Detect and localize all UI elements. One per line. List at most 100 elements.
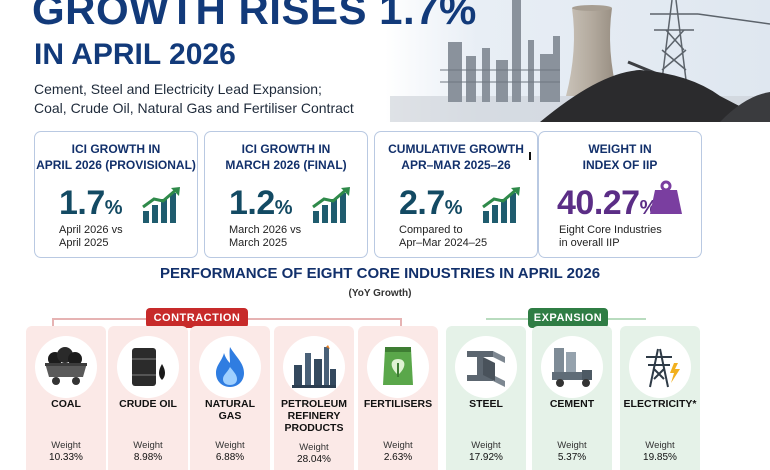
weight-value: 6.88% (215, 452, 245, 463)
card-value-number: 40.27 (557, 184, 640, 222)
card-title-line-1: ICI GROWTH IN (241, 142, 331, 156)
card-value: 40.27% (557, 184, 657, 223)
card-title: CUMULATIVE GROWTH APR–MAR 2025–26 (375, 141, 537, 173)
industry-name: NATURAL GAS (205, 398, 255, 422)
contraction-bracket-left (52, 318, 54, 328)
industry-icon-badge (117, 336, 179, 398)
page-title-date: IN APRIL 2026 (34, 38, 236, 71)
industry-card-coal: COAL Weight 10.33% (26, 326, 106, 470)
industry-card-cement: CEMENT Weight 5.37% (532, 326, 612, 470)
power-tower-icon (646, 348, 680, 388)
contraction-label: CONTRACTION (146, 308, 248, 328)
card-weight-iip: WEIGHT IN INDEX OF IIP 40.27% Eight Core… (538, 131, 702, 258)
card-value: 1.7% (59, 184, 123, 223)
card-value-unit: % (274, 197, 293, 219)
section-subtitle: (YoY Growth) (348, 288, 412, 299)
card-note: Eight Core Industries in overall IIP (559, 224, 662, 250)
cement-truck-icon (552, 348, 592, 387)
card-ici-april: ICI GROWTH IN APRIL 2026 (PROVISIONAL) 1… (34, 131, 198, 258)
oil-barrel-icon (132, 348, 165, 386)
card-title: ICI GROWTH IN MARCH 2026 (FINAL) (205, 141, 367, 173)
card-note-line-2: in overall IIP (559, 237, 620, 249)
industry-icon-badge (629, 336, 691, 398)
industry-name: STEEL (469, 398, 503, 410)
weight-value: 10.33% (49, 452, 83, 463)
growth-chart-icon (312, 187, 350, 223)
fertiliser-bag-icon (383, 347, 413, 385)
card-title-line-1: CUMULATIVE GROWTH (388, 142, 524, 156)
industry-icon-badge (455, 336, 517, 398)
card-value-unit: % (104, 197, 123, 219)
card-note-line-1: March 2026 vs (229, 224, 302, 236)
card-title-line-1: ICI GROWTH IN (71, 142, 161, 156)
weight-value: 19.85% (643, 452, 677, 463)
card-note-line-2: March 2025 (229, 237, 288, 249)
weight-value: 5.37% (557, 452, 587, 463)
subtitle-line-2: Coal, Crude Oil, Natural Gas and Fertili… (34, 100, 354, 116)
weight-value: 2.63% (383, 452, 413, 463)
card-value-number: 2.7 (399, 184, 445, 222)
weight-label: Weight (471, 440, 501, 451)
card-title-line-2: APR–MAR 2025–26 (401, 158, 511, 172)
refinery-icon (292, 345, 336, 388)
card-value-number: 1.2 (229, 184, 275, 222)
industry-name: FERTILISERS (363, 398, 433, 410)
industry-card-electricity: ELECTRICITY* Weight 19.85% (620, 326, 700, 470)
header-banner: GROWTH RISES 1.7% IN APRIL 2026 Cement, … (0, 0, 770, 122)
weight-value: 17.92% (469, 452, 503, 463)
industry-card-petroleum-refinery: PETROLEUM REFINERY PRODUCTS Weight 28.04% (274, 326, 354, 470)
card-value: 2.7% (399, 184, 463, 223)
card-title-line-2: MARCH 2026 (FINAL) (225, 158, 347, 172)
weight-label: Weight (645, 440, 675, 451)
growth-chart-icon (142, 187, 180, 223)
gas-flame-icon (216, 347, 244, 387)
card-note-line-1: Compared to (399, 224, 463, 236)
weight-label: Weight (133, 440, 163, 451)
growth-chart-icon (482, 187, 520, 223)
weight-value: 28.04% (297, 454, 331, 465)
weight-label: Weight (51, 440, 81, 451)
weight-label: Weight (557, 440, 587, 451)
industrial-scene-image (0, 0, 770, 122)
card-note-line-2: April 2025 (59, 237, 109, 249)
industry-icon-badge (367, 336, 429, 398)
expansion-label: EXPANSION (528, 308, 608, 328)
card-note: April 2026 vs April 2025 (59, 224, 123, 250)
card-note: March 2026 vs March 2025 (229, 224, 301, 250)
industry-name: COAL (51, 398, 81, 410)
card-title: ICI GROWTH IN APRIL 2026 (PROVISIONAL) (35, 141, 197, 173)
card-value-number: 1.7 (59, 184, 105, 222)
card-title-line-2: APRIL 2026 (PROVISIONAL) (36, 158, 196, 172)
card-note: Compared to Apr–Mar 2024–25 (399, 224, 487, 250)
contraction-bracket-right (400, 318, 402, 328)
card-note-line-2: Apr–Mar 2024–25 (399, 237, 488, 249)
weight-label: Weight (383, 440, 413, 451)
industry-card-fertilisers: FERTILISERS Weight 2.63% (358, 326, 438, 470)
weight-label: Weight (299, 442, 329, 453)
industry-icon-badge (541, 336, 603, 398)
industry-name: ELECTRICITY* (623, 398, 697, 410)
industry-name: CRUDE OIL (119, 398, 177, 410)
weight-value: 8.98% (133, 452, 163, 463)
card-value: 1.2% (229, 184, 293, 223)
card-title-line-1: WEIGHT IN (588, 142, 652, 156)
page-title: GROWTH RISES 1.7% (32, 0, 477, 33)
coal-cart-icon (45, 347, 87, 385)
card-title: WEIGHT IN INDEX OF IIP (539, 141, 701, 173)
industry-name: PETROLEUM REFINERY PRODUCTS (281, 398, 347, 434)
industry-card-natural-gas: NATURAL GAS Weight 6.88% (190, 326, 270, 470)
subtitle-line-1: Cement, Steel and Electricity Lead Expan… (34, 81, 322, 97)
page-subtitle: Cement, Steel and Electricity Lead Expan… (34, 80, 354, 118)
weight-icon (650, 180, 682, 214)
industry-name: CEMENT (549, 398, 595, 410)
steel-beam-icon (467, 351, 505, 387)
industry-icon-badge (283, 336, 345, 398)
card-title-line-2: INDEX OF IIP (582, 158, 658, 172)
industry-icon-badge (35, 336, 97, 398)
card-note-line-1: April 2026 vs (59, 224, 123, 236)
industry-icon-badge (199, 336, 261, 398)
card-note-line-1: Eight Core Industries (559, 224, 662, 236)
industry-card-crude-oil: CRUDE OIL Weight 8.98% (108, 326, 188, 470)
stray-mark (529, 152, 531, 160)
weight-label: Weight (215, 440, 245, 451)
